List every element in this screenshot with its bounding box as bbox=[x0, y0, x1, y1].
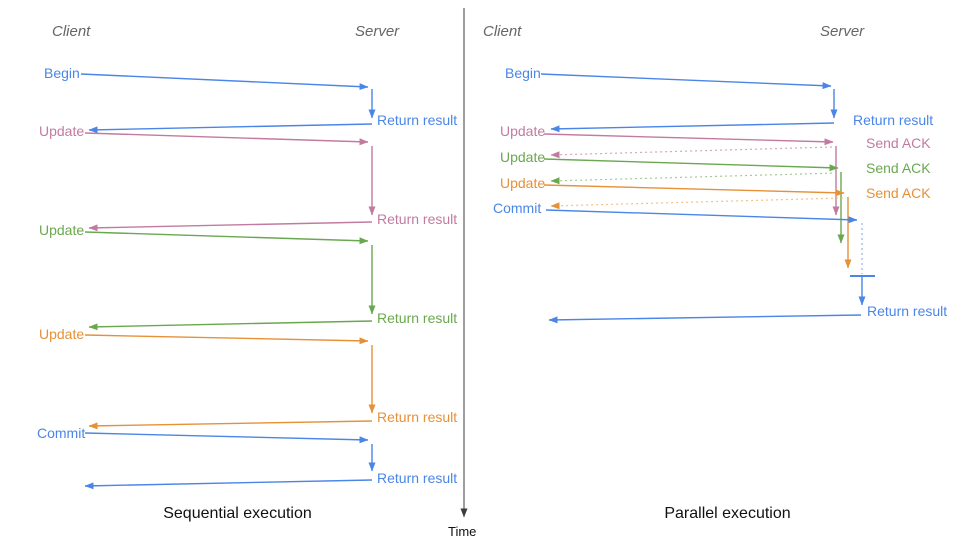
seq-commit-return-label: Return result bbox=[377, 470, 458, 486]
par-update1-ack-label: Send ACK bbox=[866, 135, 931, 151]
par-update3-request bbox=[543, 184, 845, 197]
seq-update3-return bbox=[88, 420, 373, 430]
par-update3-ack bbox=[550, 197, 844, 210]
par-begin-return-label: Return result bbox=[853, 112, 934, 128]
seq-update1-label: Update bbox=[39, 123, 85, 139]
seq-commit-label: Commit bbox=[37, 425, 86, 441]
par-begin-request bbox=[540, 73, 832, 90]
par-update2-label: Update bbox=[500, 149, 546, 165]
par-update1-label: Update bbox=[500, 123, 546, 139]
seq-begin-label: Begin bbox=[44, 65, 80, 81]
par-panel-title: Parallel execution bbox=[664, 505, 791, 522]
seq-update2-request bbox=[84, 231, 369, 245]
par-update3-ack-label: Send ACK bbox=[866, 185, 931, 201]
seq-update1-request bbox=[84, 132, 369, 146]
par-commit-label: Commit bbox=[493, 200, 542, 216]
seq-commit-request bbox=[84, 432, 369, 444]
seq-client-header: Client bbox=[52, 23, 91, 40]
par-update2-ack-label: Send ACK bbox=[866, 160, 931, 176]
seq-panel-title: Sequential execution bbox=[163, 505, 312, 522]
time-axis-label: Time bbox=[448, 524, 477, 539]
seq-begin-return-label: Return result bbox=[377, 112, 458, 128]
seq-commit-return bbox=[84, 479, 373, 490]
par-update2-request bbox=[543, 158, 839, 172]
seq-update2-return bbox=[88, 320, 373, 331]
seq-update3-request bbox=[84, 334, 369, 345]
par-server-header: Server bbox=[820, 23, 865, 40]
seq-update2-return-label: Return result bbox=[377, 310, 458, 326]
seq-begin-return bbox=[88, 123, 373, 134]
seq-update2-label: Update bbox=[39, 222, 85, 238]
seq-update3-label: Update bbox=[39, 326, 85, 342]
seq-server-header: Server bbox=[355, 23, 400, 40]
par-begin-label: Begin bbox=[505, 65, 541, 81]
par-update3-label: Update bbox=[500, 175, 546, 191]
par-update1-ack bbox=[550, 146, 833, 159]
seq-update3-return-label: Return result bbox=[377, 409, 458, 425]
seq-begin-request bbox=[80, 73, 369, 91]
seq-update1-return bbox=[88, 221, 373, 232]
par-update2-ack bbox=[550, 172, 838, 185]
par-client-header: Client bbox=[483, 23, 522, 40]
par-final-return bbox=[548, 314, 862, 324]
seq-update1-return-label: Return result bbox=[377, 211, 458, 227]
par-commit-request bbox=[545, 209, 858, 224]
par-final-return-label: Return result bbox=[867, 303, 948, 319]
par-begin-return bbox=[550, 122, 835, 133]
par-update1-request bbox=[543, 133, 834, 146]
